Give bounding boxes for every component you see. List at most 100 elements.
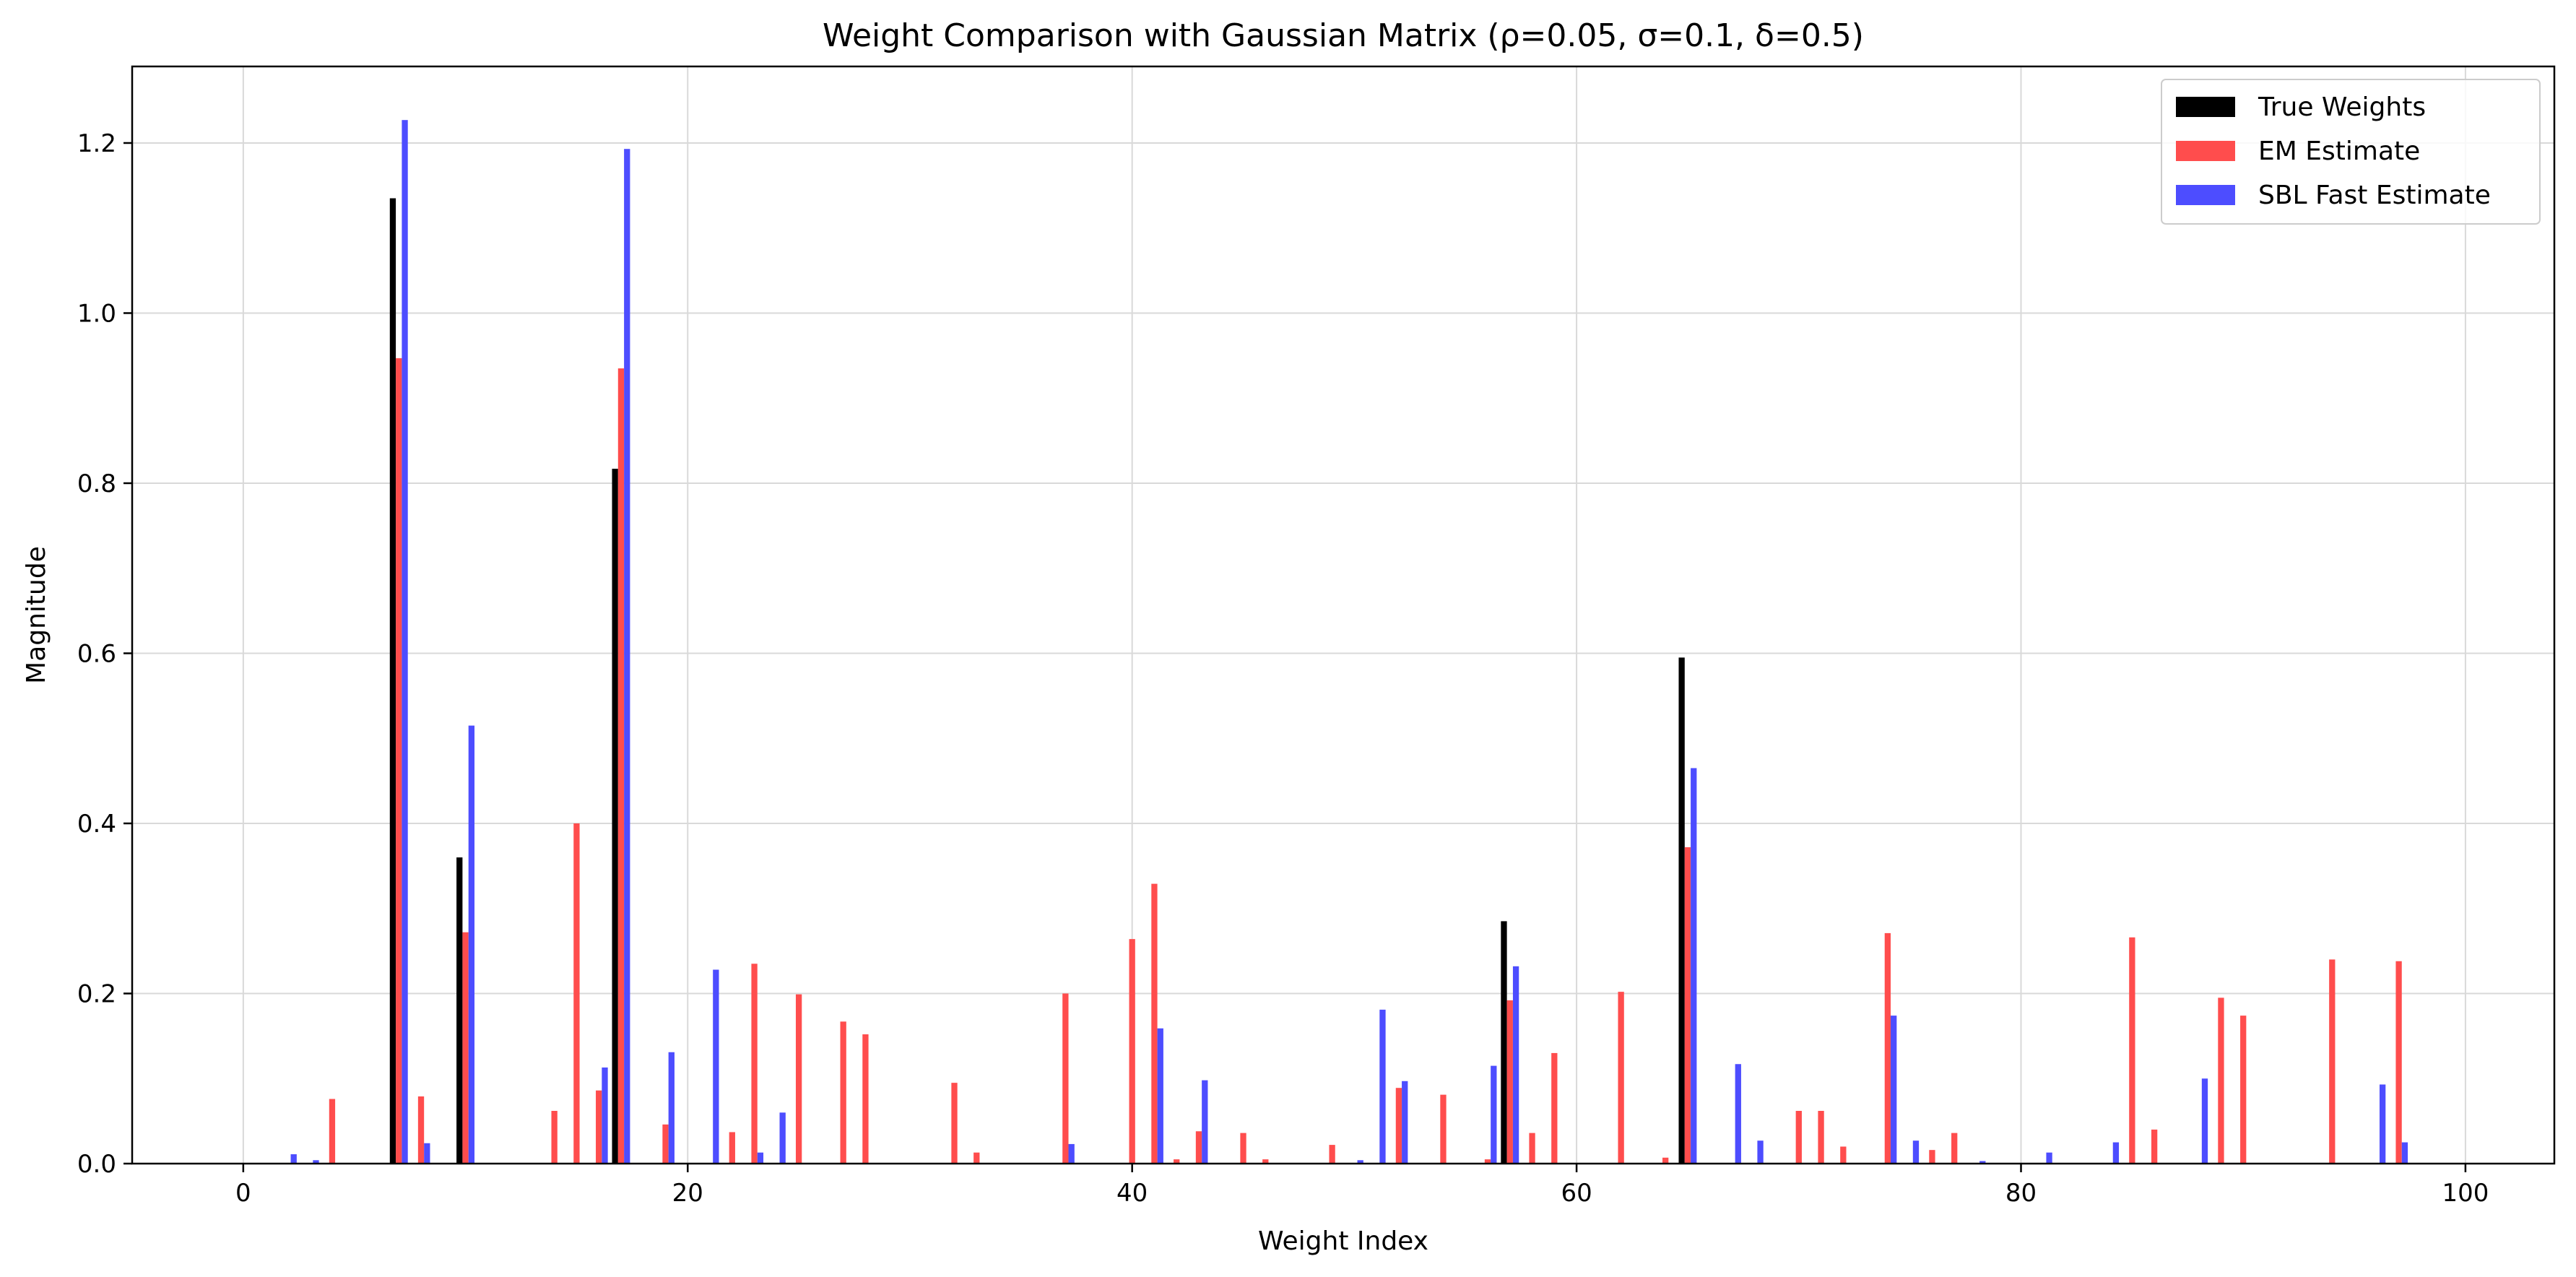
x-tick-label: 100: [2442, 1179, 2489, 1208]
bar-em-estimate-45: [1240, 1133, 1246, 1164]
bar-em-estimate-7: [396, 358, 402, 1164]
bar-sbl-fast-estimate-37: [1068, 1143, 1075, 1164]
bar-em-estimate-56: [1484, 1159, 1491, 1164]
bar-em-estimate-57: [1506, 1000, 1513, 1164]
bar-sbl-fast-estimate-78: [1979, 1161, 1986, 1164]
bar-em-estimate-46: [1262, 1159, 1269, 1164]
legend: True Weights EM Estimate SBL Fast Estima…: [2161, 79, 2541, 225]
legend-label-true-weights: True Weights: [2258, 92, 2426, 122]
legend-box: [2161, 79, 2541, 225]
bar-em-estimate-72: [1840, 1146, 1847, 1164]
bar-sbl-fast-estimate-65: [1691, 768, 1697, 1164]
bar-sbl-fast-estimate-56: [1491, 1065, 1497, 1164]
bar-true-weights-10: [456, 857, 463, 1164]
bar-sbl-fast-estimate-10: [468, 725, 475, 1164]
bar-em-estimate-17: [617, 368, 625, 1164]
legend-label-em-estimate: EM Estimate: [2258, 137, 2420, 166]
bar-em-estimate-4: [329, 1099, 336, 1164]
y-tick-label: 0.4: [77, 810, 116, 839]
bars-layer: [290, 120, 2408, 1164]
bar-em-estimate-59: [1551, 1052, 1558, 1164]
bar-em-estimate-90: [2240, 1016, 2247, 1164]
bar-true-weights-17: [612, 468, 618, 1164]
bar-em-estimate-15: [573, 823, 580, 1164]
chart-title: Weight Comparison with Gaussian Matrix (…: [823, 17, 1864, 54]
x-tick-label: 60: [1561, 1179, 1592, 1208]
bar-em-estimate-64: [1662, 1157, 1669, 1164]
y-tick-label: 1.2: [77, 129, 116, 158]
bar-sbl-fast-estimate-16: [602, 1067, 608, 1164]
bar-sbl-fast-estimate-88: [2201, 1078, 2208, 1164]
bar-em-estimate-89: [2218, 997, 2224, 1164]
bar-em-estimate-62: [1618, 992, 1624, 1164]
bar-em-estimate-22: [729, 1132, 735, 1164]
bar-sbl-fast-estimate-43: [1202, 1080, 1208, 1164]
bar-em-estimate-76: [1929, 1150, 1935, 1164]
x-axis-label: Weight Index: [1258, 1226, 1428, 1256]
legend-swatch-true-weights: [2176, 97, 2235, 117]
bar-sbl-fast-estimate-3: [313, 1160, 319, 1164]
bar-em-estimate-33: [973, 1152, 980, 1164]
bar-em-estimate-37: [1062, 993, 1069, 1164]
x-tick-label: 80: [2005, 1179, 2037, 1208]
bar-em-estimate-77: [1951, 1133, 1958, 1164]
bar-em-estimate-14: [551, 1110, 558, 1164]
bar-sbl-fast-estimate-23: [757, 1152, 764, 1164]
x-tick-label: 20: [672, 1179, 703, 1208]
bar-true-weights-7: [389, 198, 396, 1164]
bar-em-estimate-52: [1395, 1088, 1402, 1164]
bar-sbl-fast-estimate-52: [1402, 1081, 1408, 1164]
ticks-layer: 0 20 40 60 80 100 0.0 0.2 0.4 0.6 0.8 1.0 1.2: [77, 129, 2489, 1208]
bar-sbl-fast-estimate-19: [668, 1052, 675, 1164]
bar-em-estimate-32: [951, 1083, 958, 1164]
y-tick-label: 0.8: [77, 469, 116, 498]
bar-sbl-fast-estimate-21: [713, 969, 719, 1164]
bar-em-estimate-71: [1818, 1110, 1824, 1164]
bar-sbl-fast-estimate-2: [290, 1154, 297, 1164]
bar-em-estimate-41: [1151, 883, 1158, 1164]
y-tick-label: 0.0: [77, 1150, 116, 1179]
bar-em-estimate-27: [840, 1021, 846, 1164]
bar-em-estimate-19: [662, 1124, 669, 1164]
bar-sbl-fast-estimate-41: [1157, 1028, 1163, 1164]
legend-swatch-em-estimate: [2176, 141, 2235, 161]
bar-em-estimate-16: [596, 1090, 602, 1164]
y-axis-label: Magnitude: [22, 546, 51, 684]
bar-sbl-fast-estimate-57: [1512, 966, 1519, 1164]
bar-em-estimate-8: [417, 1096, 425, 1164]
bar-sbl-fast-estimate-17: [624, 149, 630, 1164]
bar-em-estimate-43: [1195, 1131, 1202, 1164]
bar-sbl-fast-estimate-7: [402, 120, 408, 1164]
bar-sbl-fast-estimate-81: [2046, 1152, 2052, 1164]
bar-sbl-fast-estimate-75: [1912, 1140, 1920, 1164]
legend-swatch-sbl-fast-estimate: [2176, 185, 2235, 205]
bar-true-weights-57: [1501, 921, 1507, 1164]
bar-em-estimate-49: [1329, 1145, 1335, 1164]
bar-em-estimate-86: [2151, 1129, 2158, 1164]
y-tick-label: 1.0: [77, 299, 116, 328]
bar-em-estimate-74: [1884, 932, 1891, 1164]
bar-em-estimate-25: [795, 994, 802, 1164]
bar-em-estimate-42: [1174, 1159, 1180, 1164]
bar-sbl-fast-estimate-8: [424, 1143, 430, 1164]
bar-em-estimate-54: [1440, 1094, 1447, 1164]
x-tick-label: 40: [1116, 1179, 1148, 1208]
y-tick-label: 0.6: [77, 639, 116, 668]
bar-sbl-fast-estimate-96: [2379, 1084, 2386, 1164]
bar-sbl-fast-estimate-67: [1735, 1064, 1741, 1164]
bar-sbl-fast-estimate-24: [779, 1112, 786, 1164]
bar-sbl-fast-estimate-51: [1379, 1009, 1386, 1164]
bar-em-estimate-70: [1795, 1110, 1802, 1164]
bar-em-estimate-40: [1129, 939, 1135, 1164]
bar-em-estimate-97: [2395, 961, 2402, 1164]
bar-sbl-fast-estimate-68: [1757, 1140, 1764, 1164]
bar-em-estimate-10: [462, 932, 469, 1164]
x-tick-label: 0: [235, 1179, 251, 1208]
bar-sbl-fast-estimate-97: [2401, 1142, 2408, 1164]
bar-em-estimate-65: [1684, 847, 1691, 1164]
bar-em-estimate-85: [2129, 937, 2135, 1164]
bar-sbl-fast-estimate-50: [1357, 1160, 1363, 1164]
bar-true-weights-65: [1678, 657, 1685, 1164]
